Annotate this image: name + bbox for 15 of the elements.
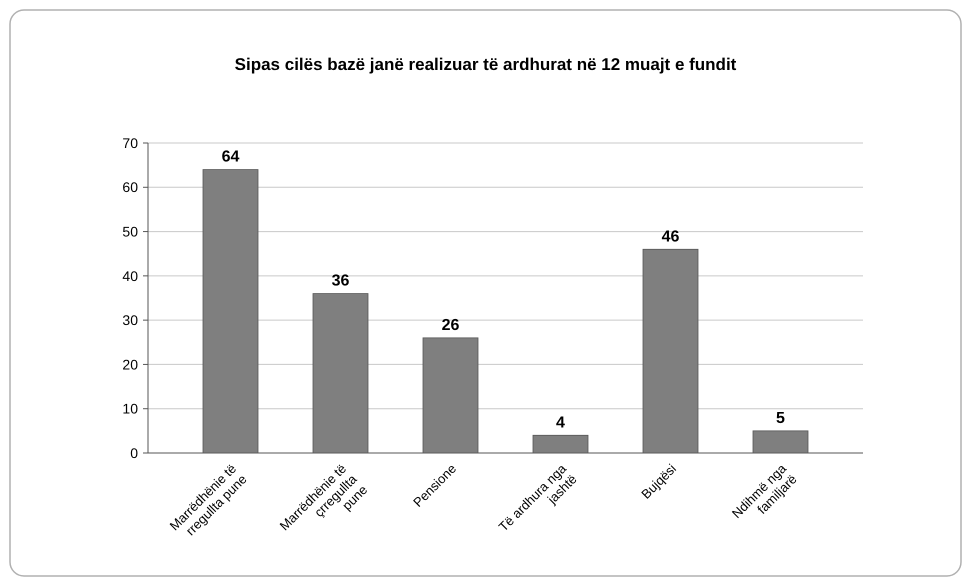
data-label: 26 — [442, 316, 460, 334]
data-label: 4 — [556, 414, 566, 432]
y-tick-label: 60 — [122, 179, 138, 196]
y-tick-label: 30 — [122, 312, 138, 328]
data-label: 46 — [662, 228, 680, 246]
y-tick-label: 20 — [122, 356, 138, 372]
data-label: 64 — [222, 148, 240, 166]
chart-title: Sipas cilës bazë janë realizuar të ardhurat në 12 muajt e fundit — [234, 55, 737, 74]
y-tick-label: 50 — [122, 223, 138, 240]
y-tick-label: 70 — [122, 134, 138, 151]
y-tick-label: 0 — [130, 444, 138, 461]
data-label: 36 — [332, 272, 350, 290]
y-tick-label: 10 — [122, 400, 138, 417]
y-tick-label: 40 — [122, 268, 138, 284]
data-label: 5 — [776, 410, 786, 427]
